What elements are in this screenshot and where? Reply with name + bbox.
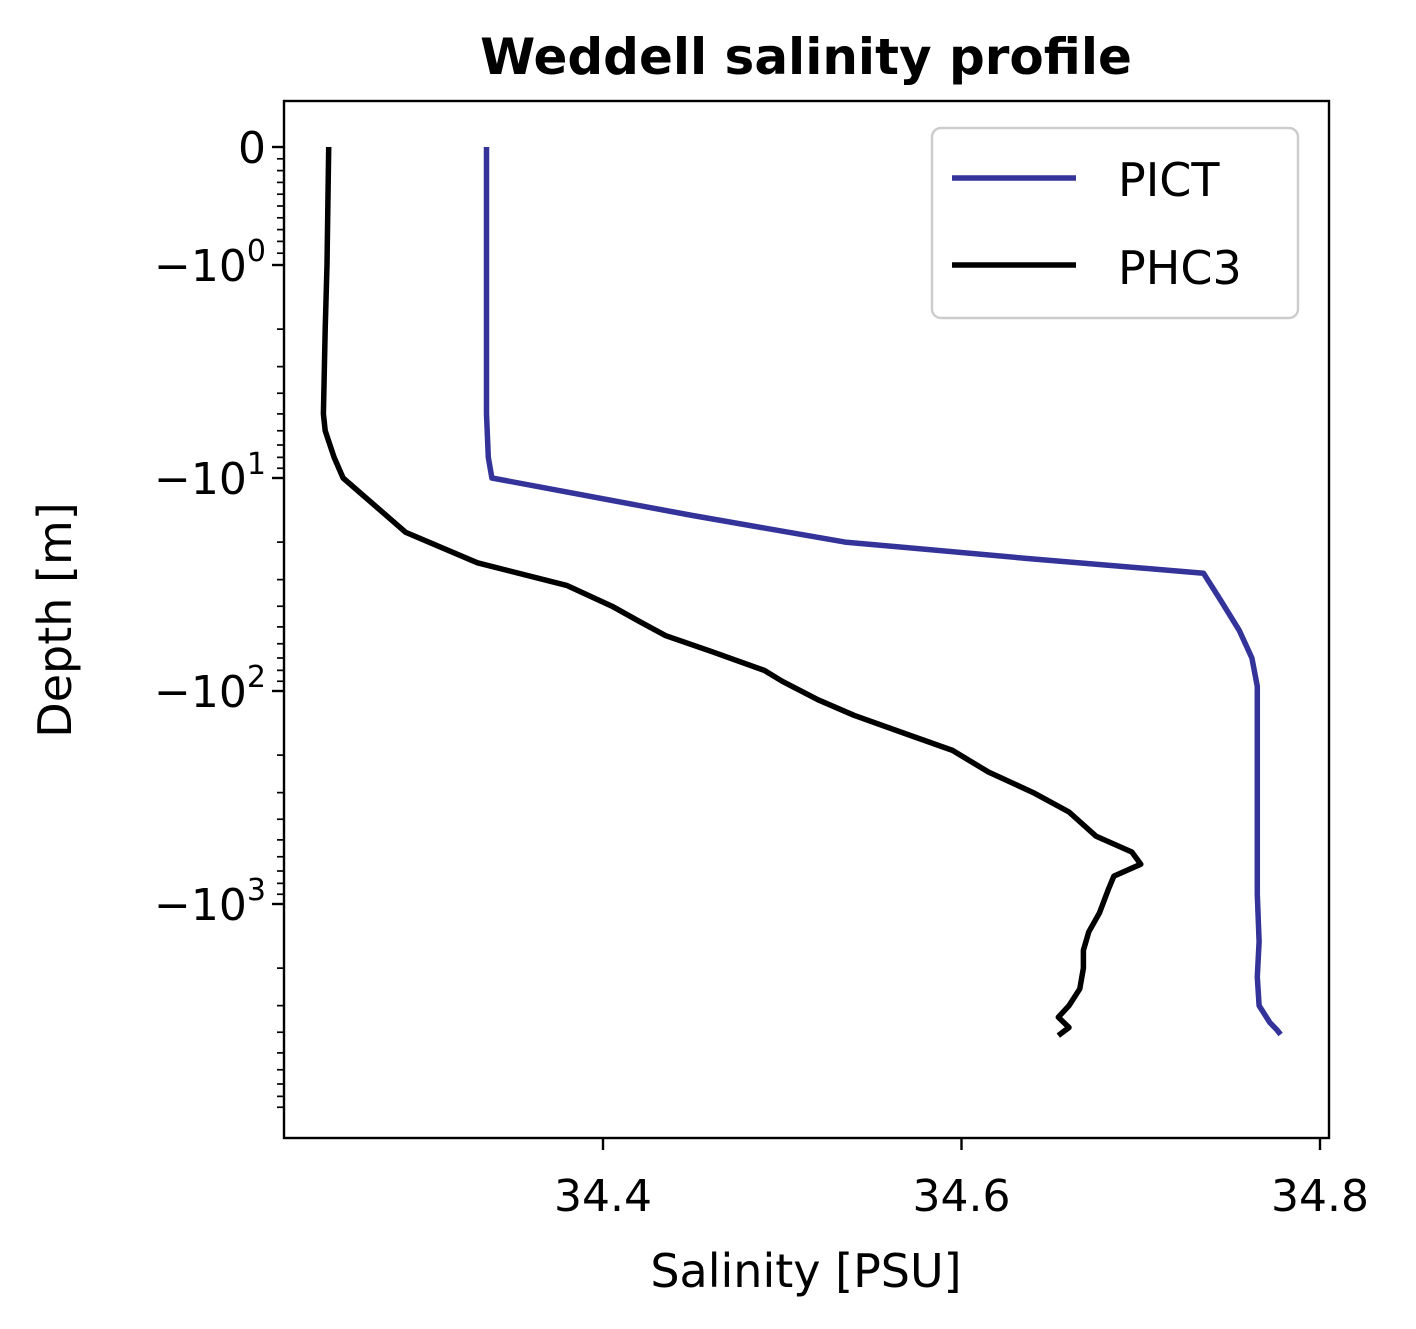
x-tick-label: 34.6	[913, 1171, 1011, 1222]
legend: PICT PHC3	[930, 126, 1300, 320]
legend-box	[930, 126, 1300, 320]
legend-label-pict: PICT	[1118, 153, 1220, 207]
y-ticks: 0 −100 −101 −102 −103	[154, 123, 284, 1109]
y-tick-label: −101	[154, 447, 266, 505]
x-axis-label: Salinity [PSU]	[650, 1244, 961, 1298]
series-line-phc3	[320, 146, 1144, 1038]
x-tick-label: 34.4	[554, 1171, 652, 1222]
y-axis-label: Depth [m]	[28, 502, 82, 737]
plot-frame	[282, 99, 1331, 1140]
x-ticks: 34.4 34.6 34.8	[554, 1138, 1369, 1222]
y-tick-label: −102	[154, 660, 266, 718]
y-tick-label: −100	[154, 234, 266, 292]
x-tick-label: 34.8	[1271, 1171, 1369, 1222]
series-layer	[320, 146, 1283, 1038]
y-tick-label: 0	[238, 123, 266, 174]
series-line-pict	[483, 147, 1283, 1037]
y-tick-label: −103	[154, 873, 266, 931]
chart-title: Weddell salinity profile	[480, 28, 1132, 86]
legend-label-phc3: PHC3	[1118, 241, 1242, 295]
